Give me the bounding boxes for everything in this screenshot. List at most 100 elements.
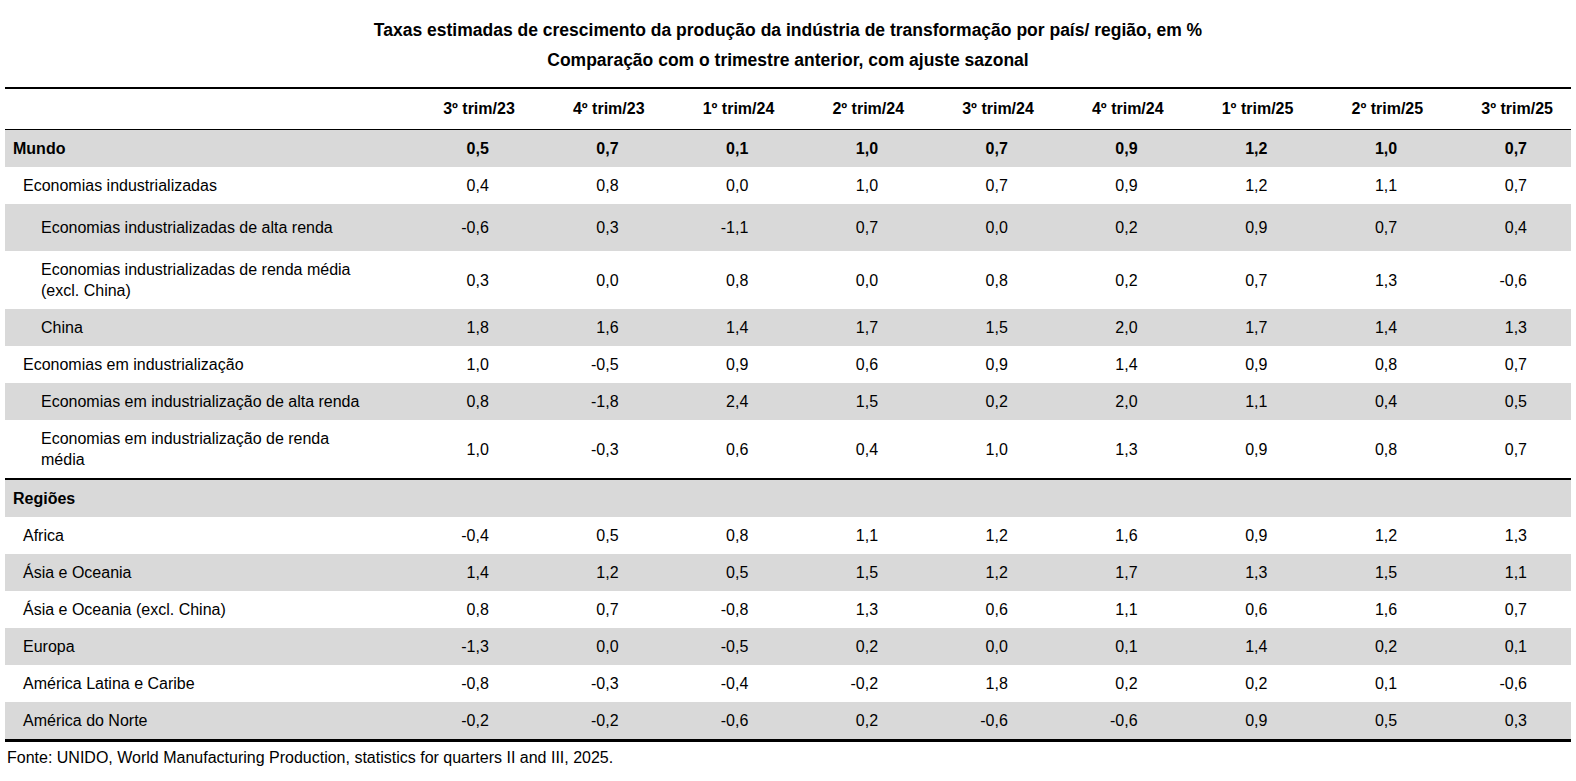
cell-value: 1,6 [533, 309, 663, 346]
column-header: 1º trim/24 [663, 88, 793, 130]
cell-value: 0,8 [403, 383, 533, 420]
row-label-text: Europa [23, 638, 75, 655]
row-label-text: Mundo [13, 140, 65, 157]
cell-value: 1,7 [1052, 554, 1182, 591]
cell-value [922, 479, 1052, 517]
row-label: Mundo [5, 130, 403, 168]
cell-value: 1,6 [1052, 517, 1182, 554]
cell-value: 0,7 [792, 204, 922, 251]
cell-value: -0,6 [922, 702, 1052, 741]
source-note: Fonte: UNIDO, World Manufacturing Produc… [5, 742, 1571, 767]
cell-value: 1,3 [1182, 554, 1312, 591]
table-row: Mundo0,50,70,11,00,70,91,21,00,7 [5, 130, 1571, 168]
table-row: Economias em industrialização1,0-0,50,90… [5, 346, 1571, 383]
cell-value: 0,7 [533, 130, 663, 168]
cell-value: 0,8 [533, 167, 663, 204]
column-header: 2º trim/24 [792, 88, 922, 130]
row-label-text: Economias em industrialização de renda m… [41, 428, 363, 470]
cell-value: 0,0 [922, 628, 1052, 665]
cell-value: 1,1 [792, 517, 922, 554]
cell-value: 0,4 [403, 167, 533, 204]
cell-value: -0,5 [533, 346, 663, 383]
cell-value: 1,4 [1182, 628, 1312, 665]
cell-value: 0,0 [792, 251, 922, 309]
row-label: Economias industrializadas [5, 167, 403, 204]
column-header: 4º trim/24 [1052, 88, 1182, 130]
cell-value: 1,5 [922, 309, 1052, 346]
cell-value: 0,6 [792, 346, 922, 383]
cell-value: -0,3 [533, 420, 663, 479]
cell-value: 0,7 [533, 591, 663, 628]
cell-value: 0,9 [1182, 702, 1312, 741]
cell-value: 1,4 [663, 309, 793, 346]
cell-value: 0,9 [1052, 167, 1182, 204]
cell-value: 1,4 [403, 554, 533, 591]
cell-value: -0,3 [533, 665, 663, 702]
cell-value: 1,0 [792, 167, 922, 204]
title-line-1: Taxas estimadas de crescimento da produç… [5, 15, 1571, 45]
cell-value: 2,0 [1052, 309, 1182, 346]
cell-value: 1,3 [1311, 251, 1441, 309]
table-row: Ásia e Oceania (excl. China)0,80,7-0,81,… [5, 591, 1571, 628]
cell-value: 1,2 [1182, 167, 1312, 204]
row-label-column-header [5, 88, 403, 130]
table-row: Ásia e Oceania1,41,20,51,51,21,71,31,51,… [5, 554, 1571, 591]
cell-value: 0,9 [1182, 204, 1312, 251]
table-row: China1,81,61,41,71,52,01,71,41,3 [5, 309, 1571, 346]
cell-value: 0,8 [403, 591, 533, 628]
cell-value: 0,7 [1311, 204, 1441, 251]
cell-value: 1,7 [1182, 309, 1312, 346]
growth-rates-table: 3º trim/234º trim/231º trim/242º trim/24… [5, 87, 1571, 742]
column-header: 1º trim/25 [1182, 88, 1312, 130]
cell-value: 1,0 [403, 346, 533, 383]
cell-value [663, 479, 793, 517]
row-label-text: Ásia e Oceania (excl. China) [23, 601, 226, 618]
title-line-2: Comparação com o trimestre anterior, com… [5, 45, 1571, 75]
cell-value: 1,3 [1052, 420, 1182, 479]
cell-value: 0,2 [1052, 204, 1182, 251]
cell-value: -0,6 [403, 204, 533, 251]
cell-value: -0,8 [663, 591, 793, 628]
cell-value: 0,8 [1311, 420, 1441, 479]
cell-value: -0,4 [403, 517, 533, 554]
cell-value: 0,6 [1182, 591, 1312, 628]
row-label-text: Africa [23, 527, 64, 544]
cell-value: 1,3 [792, 591, 922, 628]
table-row: América do Norte-0,2-0,2-0,60,2-0,6-0,60… [5, 702, 1571, 741]
row-label-text: América Latina e Caribe [23, 675, 195, 692]
cell-value: -0,6 [663, 702, 793, 741]
table-row: Economias industrializadas0,40,80,01,00,… [5, 167, 1571, 204]
row-label: China [5, 309, 403, 346]
cell-value: 0,8 [1311, 346, 1441, 383]
cell-value: 0,2 [1182, 665, 1312, 702]
cell-value: -0,6 [1441, 251, 1571, 309]
table-row: Europa-1,30,0-0,50,20,00,11,40,20,1 [5, 628, 1571, 665]
cell-value: 0,7 [1441, 591, 1571, 628]
cell-value: 0,7 [1441, 167, 1571, 204]
cell-value: 1,1 [1052, 591, 1182, 628]
row-label-text: Economias industrializadas de alta renda [41, 217, 333, 238]
cell-value: 0,1 [1052, 628, 1182, 665]
cell-value: 0,3 [1441, 702, 1571, 741]
row-label: Economias em industrialização de renda m… [5, 420, 403, 479]
cell-value [1311, 479, 1441, 517]
row-label: Economias em industrialização de alta re… [5, 383, 403, 420]
column-header: 3º trim/23 [403, 88, 533, 130]
cell-value: 0,3 [403, 251, 533, 309]
row-label-text: Economias industrializadas [23, 177, 217, 194]
cell-value: 1,2 [922, 554, 1052, 591]
cell-value: 0,8 [663, 251, 793, 309]
table-body: Mundo0,50,70,11,00,70,91,21,00,7Economia… [5, 130, 1571, 741]
column-header: 4º trim/23 [533, 88, 663, 130]
cell-value: 1,0 [403, 420, 533, 479]
row-label: Ásia e Oceania [5, 554, 403, 591]
row-label-text: Ásia e Oceania [23, 564, 132, 581]
cell-value: 0,7 [1182, 251, 1312, 309]
cell-value: 1,0 [792, 130, 922, 168]
cell-value: 0,9 [922, 346, 1052, 383]
cell-value: 0,4 [1441, 204, 1571, 251]
cell-value: 1,7 [792, 309, 922, 346]
cell-value: 1,1 [1311, 167, 1441, 204]
cell-value: 1,1 [1441, 554, 1571, 591]
cell-value: 0,6 [922, 591, 1052, 628]
